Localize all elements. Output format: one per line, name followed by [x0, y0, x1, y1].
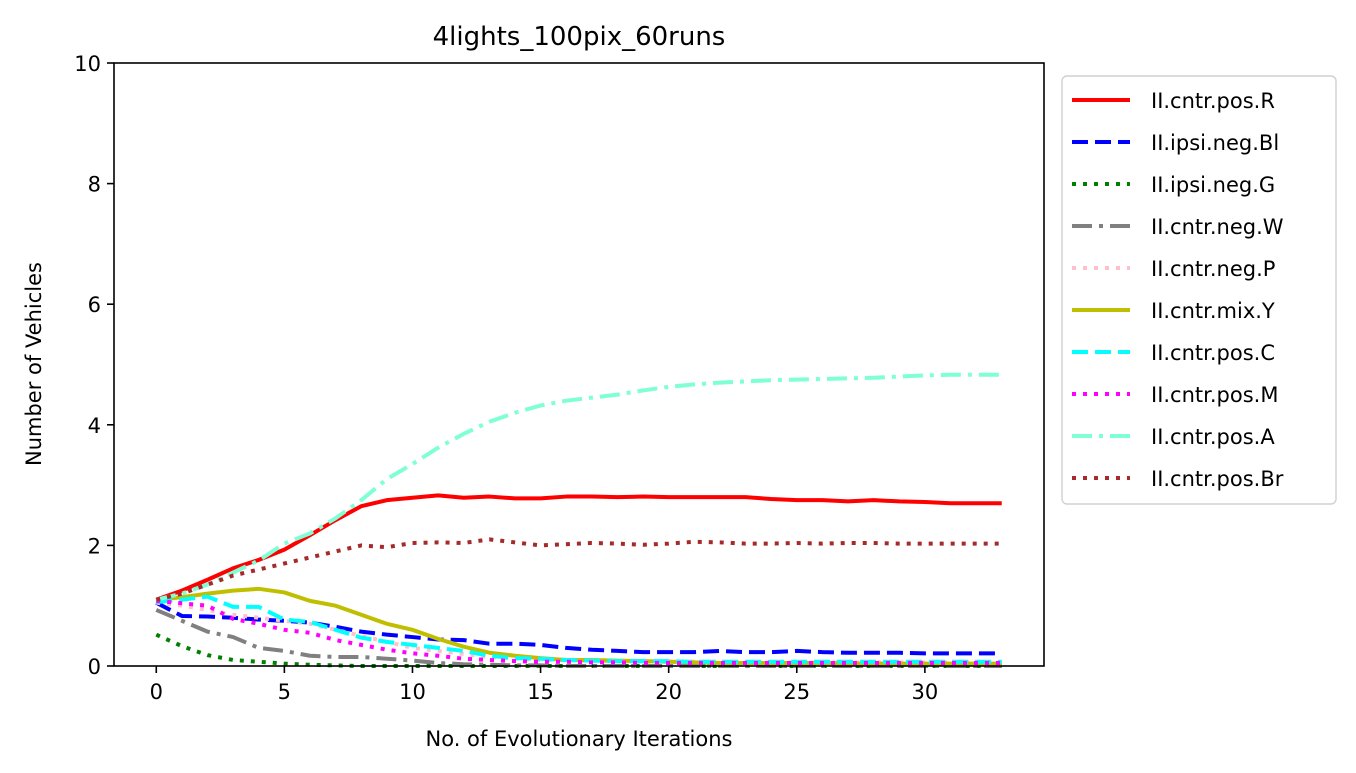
y-tick-label: 0: [88, 655, 101, 679]
series-line-3: [155, 632, 1002, 668]
series-line-4: [155, 608, 1002, 668]
y-tick-label: 4: [88, 414, 101, 438]
x-axis-label: No. of Evolutionary Iterations: [426, 727, 733, 751]
x-tick-label: 25: [783, 680, 810, 704]
y-tick-label: 10: [74, 52, 101, 76]
legend: II.cntr.pos.R II.ipsi.neg.Bl II.ipsi.neg.G…: [1061, 75, 1337, 505]
x-tick-label: 20: [655, 680, 682, 704]
y-axis-label: Number of Vehicles: [22, 262, 46, 466]
y-tick-label: 2: [88, 534, 101, 558]
legend-label-9: II.cntr.pos.A: [1151, 425, 1275, 449]
legend-label-1: II.cntr.pos.R: [1151, 89, 1275, 113]
x-tick-label: 10: [399, 680, 426, 704]
legend-label-2: II.ipsi.neg.Bl: [1151, 131, 1279, 155]
legend-label-10: II.cntr.pos.Br: [1151, 467, 1284, 491]
series-line-10: [155, 537, 1002, 602]
x-tick-label: 5: [278, 680, 291, 704]
legend-label-5: II.cntr.neg.P: [1151, 257, 1275, 281]
x-tick-label: 0: [150, 680, 163, 704]
plot-area: [155, 372, 1002, 668]
axes-frame: [113, 62, 1045, 667]
legend-label-7: II.cntr.pos.C: [1151, 341, 1275, 365]
x-tick-label: 30: [912, 680, 939, 704]
series-line-9: [155, 372, 1002, 602]
legend-label-3: II.ipsi.neg.G: [1151, 173, 1275, 197]
x-tick-label: 15: [527, 680, 554, 704]
series-line-1: [155, 493, 1002, 602]
series-line-2: [155, 600, 1002, 656]
y-tick-label: 8: [88, 173, 101, 197]
legend-label-4: II.cntr.neg.W: [1151, 215, 1284, 239]
chart-title: 4lights_100pix_60runs: [433, 22, 726, 52]
legend-label-6: II.cntr.mix.Y: [1151, 299, 1275, 323]
y-tick-label: 6: [88, 293, 101, 317]
legend-label-8: II.cntr.pos.M: [1151, 383, 1278, 407]
series-line-8: [156, 598, 1002, 665]
series-line-7: [156, 594, 1002, 664]
axes: 0 5 10 15 20 25 30 0 2 4 6 8 10: [74, 52, 1045, 704]
legend-frame: [1061, 75, 1337, 505]
